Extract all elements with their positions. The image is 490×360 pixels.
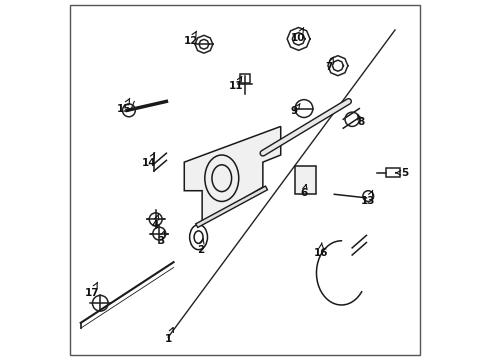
Text: 15: 15 [117,98,131,113]
Text: 11: 11 [229,76,244,91]
Text: 4: 4 [151,214,159,230]
Text: 13: 13 [361,190,375,206]
Text: 8: 8 [358,114,365,127]
Text: 12: 12 [183,31,198,46]
Polygon shape [295,166,317,194]
Text: 6: 6 [300,184,308,198]
Text: 14: 14 [142,153,157,168]
Text: 10: 10 [291,28,305,43]
Polygon shape [184,126,281,223]
Text: 1: 1 [165,328,173,344]
Text: 3: 3 [157,230,165,246]
Text: 7: 7 [325,57,333,72]
Text: 2: 2 [196,239,204,255]
Text: 9: 9 [291,104,300,116]
Text: 16: 16 [314,243,328,258]
Text: 5: 5 [396,168,409,178]
Text: 17: 17 [85,282,99,297]
